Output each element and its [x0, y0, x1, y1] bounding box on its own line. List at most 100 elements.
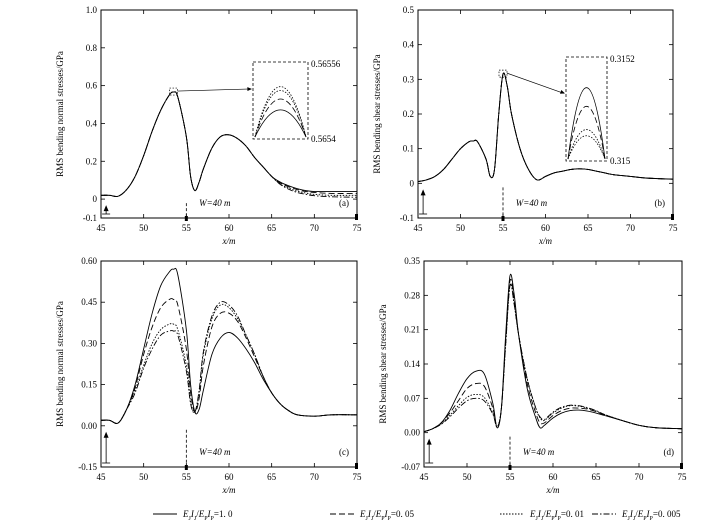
- zoom-max-label: 0.3152: [610, 54, 635, 64]
- x-tick-label: 75: [669, 223, 679, 233]
- x-tick-label: 70: [310, 472, 320, 482]
- x-tick-label: 65: [584, 223, 594, 233]
- x-tick-label: 60: [541, 223, 551, 233]
- panel-label: (b): [655, 198, 666, 208]
- legend-item-1: EJIJ/EPIP=1. 0: [153, 509, 233, 522]
- chart-panel-d: 45 50 55 60 65 70 75 -0.07 0.00 0.07 0.14 0.21 0.28 0…: [378, 256, 687, 495]
- series-line-1: [424, 273, 682, 433]
- y-axis-title: RMS bending normal stresses/GPa: [55, 301, 65, 427]
- x-tick-label: 65: [267, 223, 277, 233]
- zoom-arrow-head: [247, 87, 252, 92]
- axis-marker: [508, 465, 512, 470]
- y-axis-title: RMS bending normal stresses/GPa: [55, 51, 65, 177]
- y-tick-label: 0.00: [404, 428, 420, 438]
- series-line-3: [101, 303, 357, 424]
- arrow-head: [103, 205, 109, 212]
- x-tick-label: 45: [97, 472, 107, 482]
- y-tick-label: 0.07: [404, 393, 420, 403]
- x-tick-label: 50: [463, 472, 473, 482]
- annotation-width: W=40 m: [523, 447, 555, 457]
- panel-label: (a): [339, 198, 349, 208]
- zoom-curve-2: [254, 90, 307, 138]
- legend-item-2: EJIJ/EPIP=0. 05: [330, 509, 414, 522]
- plot-frame: [417, 9, 674, 219]
- x-tick-label: 70: [310, 223, 320, 233]
- y-tick-label: 0.28: [404, 290, 420, 300]
- series-line-4: [418, 72, 673, 183]
- zoom-curve-1: [254, 86, 307, 138]
- series-line-4: [101, 91, 357, 198]
- zoom-max-label: 0.56556: [311, 59, 341, 69]
- series-line-1: [101, 267, 357, 424]
- y-tick-label: 0.8: [86, 43, 98, 53]
- y-tick-label: 0: [93, 194, 98, 204]
- y-tick-label: 0.4: [86, 118, 98, 128]
- annotation-width: W=40 m: [199, 447, 231, 457]
- arrow-head: [420, 189, 426, 196]
- series-line-3: [101, 91, 357, 197]
- zoom-inset-box: [252, 61, 309, 140]
- y-tick-label: 0.5: [403, 5, 415, 15]
- x-tick-label: 55: [182, 223, 192, 233]
- panel-label: (c): [339, 447, 349, 457]
- series-line-2: [101, 91, 357, 197]
- y-tick-label: 0.3: [403, 74, 415, 84]
- series-line-4: [424, 283, 682, 433]
- y-tick-label: 0.45: [81, 297, 97, 307]
- zoom-arrow-head: [560, 90, 565, 94]
- x-axis-title: x/m: [222, 485, 236, 495]
- x-tick-label: 45: [97, 223, 107, 233]
- x-tick-label: 55: [506, 472, 516, 482]
- y-axis-title: RMS bending shear stresses/GPa: [372, 54, 382, 173]
- x-tick-label: 75: [678, 472, 688, 482]
- x-tick-label: 60: [549, 472, 559, 482]
- y-tick-label: 0.1: [403, 144, 414, 154]
- y-tick-label: 1.0: [86, 5, 98, 15]
- axis-marker: [184, 216, 188, 221]
- series-line-1: [418, 72, 673, 183]
- y-tick-label: 0.60: [81, 256, 97, 266]
- x-tick-label: 70: [626, 223, 636, 233]
- x-tick-label: 75: [353, 472, 363, 482]
- x-axis-title: x/m: [546, 485, 560, 495]
- legend-label: EJIJ/EPIP=0. 01: [529, 509, 584, 522]
- zoom-curve-3: [567, 129, 606, 160]
- chart-panel-c: 45 50 55 60 65 70 75 -0.15 0.00 0.15 0.30 0.45 0.60 x…: [55, 256, 362, 495]
- y-tick-label: 0.4: [403, 40, 415, 50]
- chart-panel-b: 45 50 55 60 65 70 75 -0.1 0 0.1 0.2 0.3 0.4 0.5 x/m RMS…: [372, 5, 678, 246]
- x-tick-label: 75: [353, 223, 363, 233]
- y-tick-label: -0.1: [400, 213, 414, 223]
- zoom-curve-2: [567, 106, 606, 160]
- series-line-2: [418, 72, 673, 183]
- plot-frame: [100, 9, 358, 219]
- series-line-3: [424, 283, 682, 433]
- y-tick-label: 0.2: [403, 109, 414, 119]
- axis-marker: [184, 465, 188, 470]
- x-tick-label: 50: [456, 223, 466, 233]
- legend-label: EJIJ/EPIP=1. 0: [182, 509, 233, 522]
- x-tick-label: 50: [139, 223, 149, 233]
- y-tick-label: 0.14: [404, 359, 420, 369]
- end-marker: [355, 463, 358, 469]
- zoom-min-label: 0.5654: [311, 134, 336, 144]
- zoom-curve-3: [254, 98, 307, 138]
- annotation-width: W=40 m: [516, 198, 548, 208]
- x-tick-label: 65: [267, 472, 277, 482]
- y-tick-label: -0.1: [83, 213, 97, 223]
- y-tick-label: 0.35: [404, 256, 420, 266]
- x-tick-label: 60: [225, 223, 235, 233]
- y-tick-label: 0.00: [81, 421, 97, 431]
- series-line-3: [418, 72, 673, 183]
- series-line-4: [101, 301, 357, 424]
- x-tick-label: 55: [182, 472, 192, 482]
- annotation-width: W=40 m: [199, 198, 231, 208]
- arrow-head: [426, 438, 432, 445]
- legend-item-3: EJIJ/EPIP=0. 01: [500, 509, 584, 522]
- end-marker: [355, 214, 358, 220]
- end-marker: [680, 463, 683, 469]
- zoom-arrow: [177, 88, 252, 92]
- end-marker: [671, 214, 674, 220]
- x-axis-title: x/m: [222, 236, 236, 246]
- zoom-inset-box: [565, 56, 608, 162]
- y-tick-label: -0.07: [401, 462, 420, 472]
